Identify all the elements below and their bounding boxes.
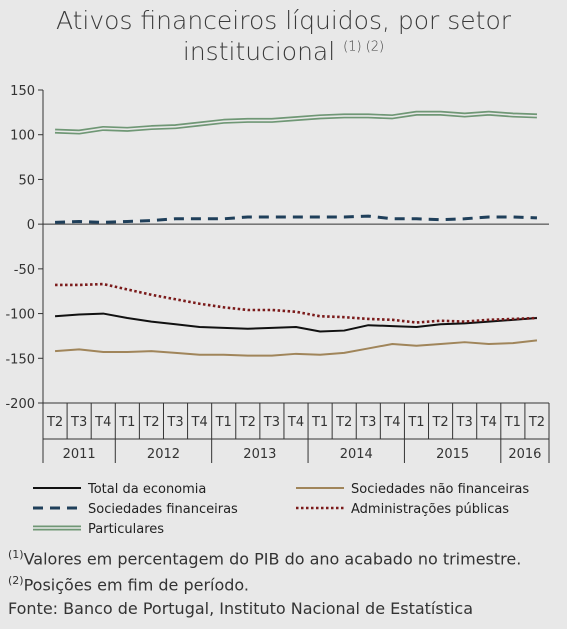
x-tick-label-quarter: T4 [480,415,497,430]
footnote-2-ref: (2) [8,574,24,587]
x-tick-label-quarter: T1 [118,415,135,430]
series-line-publicas [55,282,538,324]
x-tick-label-quarter: T2 [142,415,159,430]
legend-label-total: Total da economia [87,482,206,497]
source-note-text: Fonte: Banco de Portugal, Instituto Naci… [8,599,474,618]
y-tick-label: -50 [14,263,35,278]
y-tick-label: 100 [10,129,35,144]
x-tick-label-quarter: T2 [528,415,545,430]
x-tick-label-quarter: T3 [70,415,87,430]
y-tick-label: -200 [5,397,35,412]
y-tick-label: -150 [5,352,35,367]
footnote-1-text: Valores em percentagem do PIB do ano aca… [23,549,522,569]
y-tick-label: -100 [5,308,35,323]
y-tick-label: 150 [10,84,35,99]
footnote-1: (1)Valores em percentagem do PIB do ano … [8,548,521,568]
legend-label-particulares: Particulares [88,522,164,537]
x-tick-label-quarter: T1 [311,415,328,430]
footnote-2: (2)Posições em fim de período. [8,574,249,594]
series-line-nao_financeiras [54,339,538,357]
legend-label-financeiras: Sociedades financeiras [88,502,238,517]
footnote-2-text: Posições em fim de período. [23,575,250,595]
series-line-financeiras [54,214,538,224]
x-tick-label-quarter: T2 [239,415,256,430]
y-tick-label: 50 [18,173,35,188]
x-tick-label-quarter: T3 [359,415,376,430]
chart-title-refs: (1) (2) [343,39,385,55]
x-tick-label-quarter: T1 [504,415,521,430]
x-tick-label-quarter: T2 [431,415,448,430]
x-tick-label-year: 2015 [436,447,469,462]
x-tick-label-year: 2012 [147,447,180,462]
x-tick-label-year: 2016 [508,447,541,462]
series-line-particulares-inner [55,112,537,133]
x-tick-label-year: 2014 [340,447,373,462]
x-tick-label-year: 2011 [63,447,96,462]
x-tick-label-quarter: T4 [94,415,111,430]
source-note: Fonte: Banco de Portugal, Instituto Naci… [8,599,473,618]
x-tick-label-quarter: T1 [407,415,424,430]
x-tick-label-quarter: T2 [46,415,63,430]
chart-title-line1: Ativos financeiros líquidos, por setor [55,6,512,35]
series-line-total [54,312,538,333]
x-tick-label-quarter: T1 [215,415,232,430]
x-tick-label-year: 2013 [243,447,276,462]
x-tick-label-quarter: T3 [456,415,473,430]
legend-label-nao_financeiras: Sociedades não financeiras [351,482,529,497]
legend-label-publicas: Administrações públicas [351,502,509,517]
y-tick-label: 0 [27,218,35,233]
x-tick-label-quarter: T3 [166,415,183,430]
x-tick-label-quarter: T3 [263,415,280,430]
x-tick-label-quarter: T2 [335,415,352,430]
chart-title-text: institucional [182,37,336,66]
chart-title-line2: institucional (1) (2) [0,37,567,66]
footnote-1-ref: (1) [8,548,24,561]
x-tick-label-quarter: T4 [383,415,400,430]
x-tick-label-quarter: T4 [191,415,208,430]
x-tick-label-quarter: T4 [287,415,304,430]
